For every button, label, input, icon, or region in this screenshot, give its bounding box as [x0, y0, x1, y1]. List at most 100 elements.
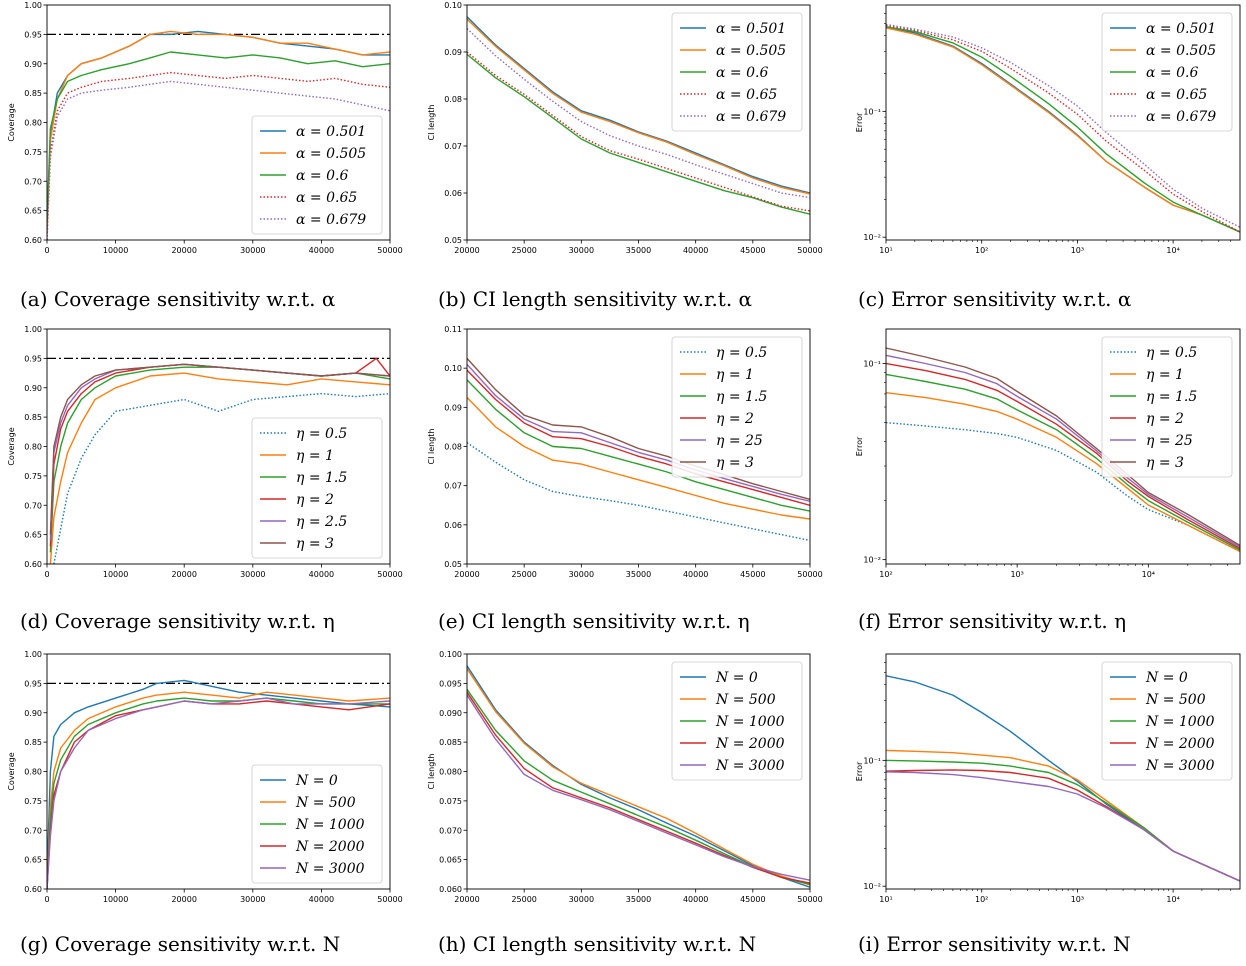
series-line: [467, 51, 810, 212]
legend-label: N = 500: [295, 795, 356, 811]
legend-label: N = 2000: [715, 736, 785, 752]
y-tick-label: 0.07: [444, 482, 462, 491]
x-tick-label: 45000: [740, 895, 765, 904]
legend-label: N = 500: [715, 692, 776, 708]
legend-box: [671, 661, 803, 781]
legend-label: η = 2: [716, 411, 754, 427]
series-line: [49, 363, 390, 535]
legend-label: N = 500: [1145, 692, 1206, 708]
legend-box: [1101, 661, 1233, 781]
chart-panel-4: 0 10000 20000 30000 40000 50000 0.60 0.65 0.70 0.…: [7, 325, 403, 633]
legend-label: α = 0.679: [1146, 109, 1216, 125]
legend-box: [1101, 12, 1233, 132]
y-tick-label: 10⁻²: [863, 556, 881, 565]
x-tick-label: 50000: [797, 246, 822, 255]
legend-label: N = 2000: [295, 839, 365, 855]
y-tick-label: 0.075: [439, 797, 462, 806]
x-tick-label: 20000: [454, 246, 479, 255]
series-line: [467, 379, 810, 512]
y-tick-label: 10⁻¹: [863, 107, 881, 116]
x-tick-label: 10²: [975, 895, 988, 904]
legend-label: η = 3: [296, 536, 334, 552]
x-tick-label: 10¹: [879, 246, 892, 255]
y-axis-label: Coverage: [7, 103, 16, 141]
legend-box: [671, 336, 803, 478]
x-tick-label: 10³: [1010, 570, 1023, 579]
legend-label: α = 0.65: [296, 190, 357, 206]
series-line: [467, 369, 810, 506]
y-tick-label: 0.90: [24, 709, 42, 718]
legend-label: η = 0.5: [296, 426, 347, 442]
x-tick-label: 45000: [740, 570, 765, 579]
y-tick-label: 0.070: [439, 826, 462, 835]
series-line: [886, 24, 1240, 233]
y-tick-label: 10⁻¹: [863, 360, 881, 369]
series-lines: [886, 675, 1240, 882]
legend-label: η = 2: [1146, 411, 1184, 427]
y-tick-label: 1.00: [24, 1, 42, 10]
legend-label: N = 0: [295, 773, 338, 789]
y-tick-label: 0.05: [444, 236, 462, 245]
x-tick-label: 10000: [103, 570, 128, 579]
legend-label: η = 1.5: [1146, 389, 1197, 405]
x-tick-label: 30000: [569, 570, 594, 579]
series-line: [467, 357, 810, 501]
y-tick-label: 0.10: [444, 364, 462, 373]
y-tick-label: 0.85: [24, 738, 42, 747]
x-tick-label: 20000: [454, 895, 479, 904]
plot-frame: [466, 328, 811, 565]
series-line: [886, 27, 1240, 233]
y-tick-label: 0.08: [444, 95, 462, 104]
x-tick-label: 10²: [879, 570, 892, 579]
y-axis-label: CI length: [427, 105, 436, 141]
legend-label: N = 1000: [1145, 714, 1215, 730]
y-tick-label: 0.100: [439, 650, 462, 659]
series-lines: [49, 357, 390, 564]
y-tick-label: 0.06: [444, 189, 462, 198]
y-tick-label: 0.95: [24, 679, 42, 688]
x-tick-label: 10⁴: [1166, 895, 1179, 904]
series-lines: [467, 665, 810, 888]
legend-box: [251, 764, 383, 884]
y-tick-label: 10⁻²: [863, 882, 881, 891]
y-axis-label: CI length: [427, 754, 436, 790]
y-axis-label: Error: [855, 761, 864, 781]
series-line: [467, 397, 810, 520]
panel-caption: (c) Error sensitivity w.r.t. α: [858, 287, 1131, 311]
series-line: [467, 694, 810, 881]
legend-label: α = 0.501: [716, 21, 786, 37]
series-line: [886, 392, 1240, 553]
y-tick-label: 0.06: [444, 521, 462, 530]
x-tick-label: 20000: [171, 570, 196, 579]
legend-label: α = 0.505: [1146, 43, 1216, 59]
series-lines: [886, 347, 1240, 553]
y-tick-label: 0.95: [24, 354, 42, 363]
x-tick-label: 40000: [683, 570, 708, 579]
series-line: [467, 665, 810, 888]
legend-label: η = 2: [296, 492, 334, 508]
y-axis-label: Error: [855, 436, 864, 456]
x-tick-label: 20000: [171, 895, 196, 904]
chart-panel-8: 20000 25000 30000 35000 40000 45000 50000 0.060…: [427, 650, 823, 956]
plot-frame: [46, 4, 391, 241]
panel-caption: (i) Error sensitivity w.r.t. N: [858, 932, 1131, 956]
series-line: [47, 691, 390, 889]
x-tick-label: 10000: [103, 895, 128, 904]
series-line: [47, 697, 390, 889]
plot-frame: [885, 4, 1241, 241]
legend-label: α = 0.505: [296, 146, 366, 162]
x-tick-label: 35000: [626, 246, 651, 255]
y-tick-label: 0.80: [24, 119, 42, 128]
x-tick-label: 50000: [797, 570, 822, 579]
series-line: [886, 769, 1240, 882]
y-tick-label: 0.95: [24, 30, 42, 39]
x-tick-label: 30000: [569, 895, 594, 904]
y-tick-label: 0.090: [439, 709, 462, 718]
x-tick-label: 50000: [377, 570, 402, 579]
x-tick-label: 35000: [626, 570, 651, 579]
x-tick-label: 10000: [103, 246, 128, 255]
series-line: [886, 347, 1240, 547]
x-tick-label: 40000: [683, 246, 708, 255]
